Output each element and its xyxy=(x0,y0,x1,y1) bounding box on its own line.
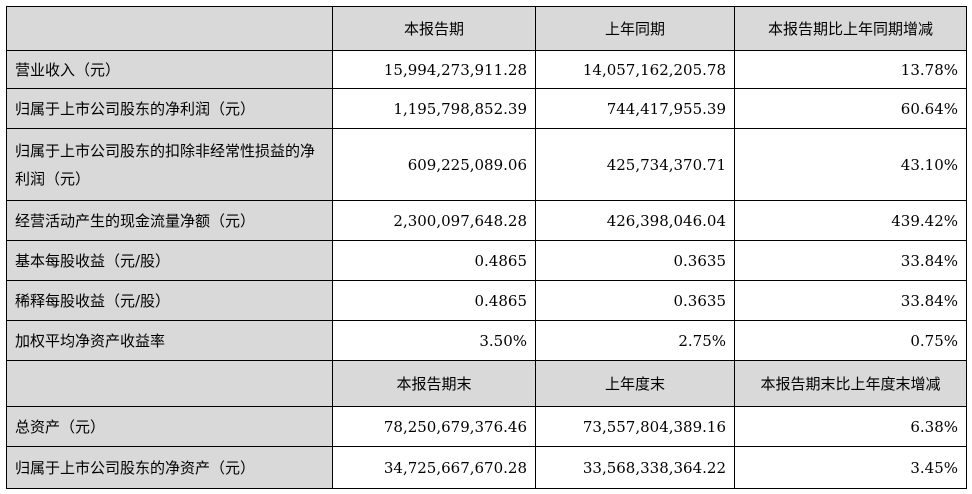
header-corner xyxy=(6,6,333,51)
table-row: 加权平均净资产收益率 3.50% 2.75% 0.75% xyxy=(6,320,967,361)
table-row: 归属于上市公司股东的净资产（元） 34,725,667,670.28 33,56… xyxy=(6,446,967,489)
prior-value: 33,568,338,364.22 xyxy=(535,446,735,489)
table-row: 稀释每股收益（元/股） 0.4865 0.3635 33.84% xyxy=(6,280,967,321)
header-current-period: 本报告期 xyxy=(332,6,536,51)
header-row-period-end: 本报告期末 上年度末 本报告期末比上年度末增减 xyxy=(6,360,967,407)
row-label: 总资产（元） xyxy=(6,406,333,447)
change-value: 43.10% xyxy=(734,128,967,201)
change-value: 0.75% xyxy=(734,320,967,361)
header-period-change: 本报告期比上年同期增减 xyxy=(734,6,967,51)
prior-value: 744,417,955.39 xyxy=(535,88,735,129)
row-label: 加权平均净资产收益率 xyxy=(6,320,333,361)
change-value: 6.38% xyxy=(734,406,967,447)
header-row-period: 本报告期 上年同期 本报告期比上年同期增减 xyxy=(6,6,967,51)
header-period-end-change: 本报告期末比上年度末增减 xyxy=(734,360,967,407)
current-value: 34,725,667,670.28 xyxy=(332,446,536,489)
header-corner xyxy=(6,360,333,407)
table-row: 归属于上市公司股东的扣除非经常性损益的净利润（元） 609,225,089.06… xyxy=(6,128,967,201)
prior-value: 0.3635 xyxy=(535,280,735,321)
current-value: 609,225,089.06 xyxy=(332,128,536,201)
change-value: 3.45% xyxy=(734,446,967,489)
current-value: 3.50% xyxy=(332,320,536,361)
current-value: 78,250,679,376.46 xyxy=(332,406,536,447)
table-row: 基本每股收益（元/股） 0.4865 0.3635 33.84% xyxy=(6,240,967,281)
change-value: 13.78% xyxy=(734,50,967,89)
row-label: 归属于上市公司股东的净利润（元） xyxy=(6,88,333,129)
row-label: 经营活动产生的现金流量净额（元） xyxy=(6,200,333,241)
prior-value: 425,734,370.71 xyxy=(535,128,735,201)
change-value: 33.84% xyxy=(734,240,967,281)
header-prior-year-end: 上年度末 xyxy=(535,360,735,407)
row-label: 基本每股收益（元/股） xyxy=(6,240,333,281)
row-label: 稀释每股收益（元/股） xyxy=(6,280,333,321)
current-value: 2,300,097,648.28 xyxy=(332,200,536,241)
prior-value: 426,398,046.04 xyxy=(535,200,735,241)
current-value: 0.4865 xyxy=(332,240,536,281)
row-label: 归属于上市公司股东的净资产（元） xyxy=(6,446,333,489)
current-value: 0.4865 xyxy=(332,280,536,321)
prior-value: 14,057,162,205.78 xyxy=(535,50,735,89)
table-row: 营业收入（元） 15,994,273,911.28 14,057,162,205… xyxy=(6,50,967,89)
header-prior-period: 上年同期 xyxy=(535,6,735,51)
prior-value: 73,557,804,389.16 xyxy=(535,406,735,447)
change-value: 439.42% xyxy=(734,200,967,241)
prior-value: 2.75% xyxy=(535,320,735,361)
financial-summary-table: 本报告期 上年同期 本报告期比上年同期增减 营业收入（元） 15,994,273… xyxy=(6,6,967,489)
table-row: 归属于上市公司股东的净利润（元） 1,195,798,852.39 744,41… xyxy=(6,88,967,129)
change-value: 33.84% xyxy=(734,280,967,321)
current-value: 15,994,273,911.28 xyxy=(332,50,536,89)
header-current-period-end: 本报告期末 xyxy=(332,360,536,407)
change-value: 60.64% xyxy=(734,88,967,129)
row-label: 营业收入（元） xyxy=(6,50,333,89)
current-value: 1,195,798,852.39 xyxy=(332,88,536,129)
prior-value: 0.3635 xyxy=(535,240,735,281)
row-label: 归属于上市公司股东的扣除非经常性损益的净利润（元） xyxy=(6,128,333,201)
table-row: 经营活动产生的现金流量净额（元） 2,300,097,648.28 426,39… xyxy=(6,200,967,241)
table-row: 总资产（元） 78,250,679,376.46 73,557,804,389.… xyxy=(6,406,967,447)
